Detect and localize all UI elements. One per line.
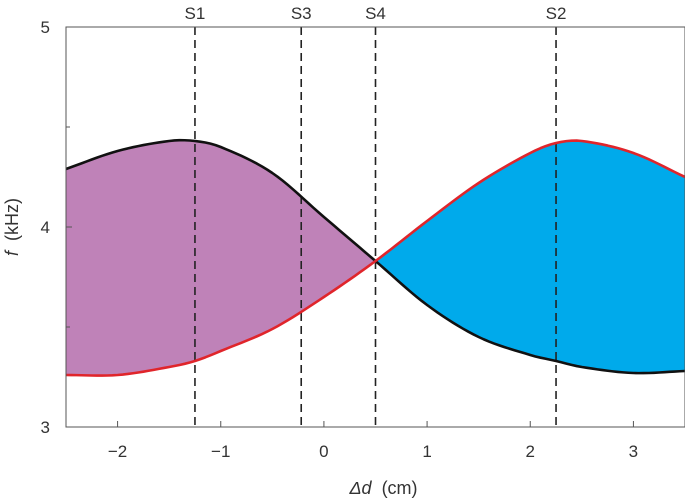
marker-label-s2: S2	[546, 4, 567, 23]
y-axis-label-symbol: f	[2, 249, 22, 256]
x-axis-label: Δd (cm)	[348, 478, 417, 498]
fill-region-left	[66, 140, 376, 376]
x-tick-label: −2	[108, 442, 127, 461]
marker-label-s1: S1	[185, 4, 206, 23]
x-tick-label: 1	[422, 442, 431, 461]
y-axis-label: f (kHz)	[2, 198, 22, 256]
series-line-red	[65, 139, 685, 377]
x-tick-label: −1	[211, 442, 230, 461]
y-axis-label-unit: (kHz)	[2, 198, 22, 241]
x-axis-label-unit: (cm)	[382, 478, 418, 498]
marker-label-s3: S3	[291, 4, 312, 23]
axis-ticks	[66, 26, 634, 428]
marker-label-s4: S4	[365, 4, 386, 23]
y-tick-label: 5	[41, 18, 50, 37]
x-tick-label: 3	[629, 442, 638, 461]
x-axis-label-symbol: Δd	[348, 478, 372, 498]
fill-regions	[66, 140, 685, 376]
x-tick-label: 0	[319, 442, 328, 461]
series-lines	[65, 138, 685, 377]
fill-region-right	[375, 140, 685, 374]
marker-lines	[194, 27, 557, 427]
y-tick-label: 4	[41, 218, 50, 237]
y-tick-label: 3	[41, 418, 50, 437]
x-tick-label: 2	[526, 442, 535, 461]
tick-labels: S1 S3 S4 S2 −2 −1 0 1 2 3 3 4 5	[41, 4, 639, 461]
